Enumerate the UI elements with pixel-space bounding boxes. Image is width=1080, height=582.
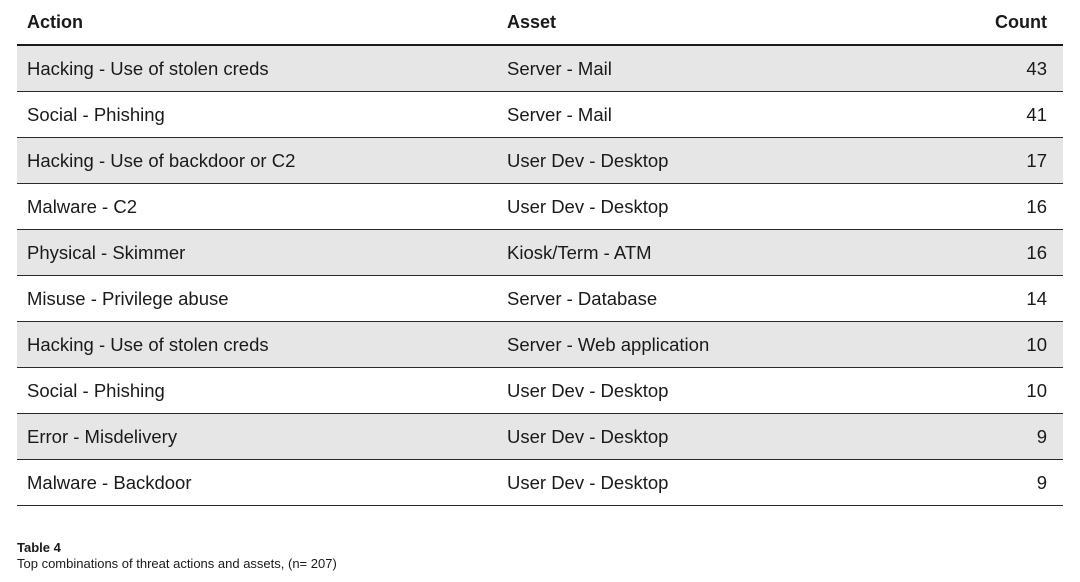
cell-asset: User Dev - Desktop (497, 459, 917, 506)
cell-asset: Server - Web application (497, 321, 917, 368)
cell-action: Misuse - Privilege abuse (17, 275, 497, 322)
cell-count: 17 (917, 137, 1063, 184)
header-row: Action Asset Count (17, 0, 1063, 46)
cell-action: Hacking - Use of backdoor or C2 (17, 137, 497, 184)
table-row: Hacking - Use of stolen creds Server - Ma… (17, 45, 1063, 92)
threat-table-container: Action Asset Count Hacking - Use of stol… (17, 0, 1063, 506)
cell-count: 16 (917, 183, 1063, 230)
cell-asset: Server - Mail (497, 45, 917, 92)
column-header-action: Action (17, 0, 497, 46)
table-row: Malware - C2 User Dev - Desktop 16 (17, 183, 1063, 230)
table-body: Hacking - Use of stolen creds Server - Ma… (17, 45, 1063, 506)
cell-asset: User Dev - Desktop (497, 183, 917, 230)
cell-count: 10 (917, 367, 1063, 414)
cell-action: Social - Phishing (17, 367, 497, 414)
cell-action: Hacking - Use of stolen creds (17, 45, 497, 92)
cell-asset: User Dev - Desktop (497, 137, 917, 184)
table-row: Malware - Backdoor User Dev - Desktop 9 (17, 459, 1063, 506)
cell-count: 14 (917, 275, 1063, 322)
cell-asset: Server - Mail (497, 91, 917, 138)
column-header-count: Count (917, 0, 1063, 46)
table-header: Action Asset Count (17, 0, 1063, 46)
cell-asset: User Dev - Desktop (497, 367, 917, 414)
cell-count: 41 (917, 91, 1063, 138)
table-row: Error - Misdelivery User Dev - Desktop 9 (17, 413, 1063, 460)
caption-text: Top combinations of threat actions and a… (17, 556, 337, 571)
cell-action: Physical - Skimmer (17, 229, 497, 276)
table-row: Hacking - Use of stolen creds Server - We… (17, 321, 1063, 368)
cell-asset: User Dev - Desktop (497, 413, 917, 460)
table-caption: Table 4 Top combinations of threat actio… (17, 540, 337, 572)
cell-action: Malware - C2 (17, 183, 497, 230)
column-header-asset: Asset (497, 0, 917, 46)
cell-asset: Kiosk/Term - ATM (497, 229, 917, 276)
threat-actions-assets-table: Action Asset Count Hacking - Use of stol… (17, 0, 1063, 506)
table-row: Social - Phishing User Dev - Desktop 10 (17, 367, 1063, 414)
table-row: Physical - Skimmer Kiosk/Term - ATM 16 (17, 229, 1063, 276)
table-row: Misuse - Privilege abuse Server - Databas… (17, 275, 1063, 322)
cell-count: 16 (917, 229, 1063, 276)
cell-count: 43 (917, 45, 1063, 92)
table-row: Social - Phishing Server - Mail 41 (17, 91, 1063, 138)
cell-count: 9 (917, 459, 1063, 506)
table-row: Hacking - Use of backdoor or C2 User Dev … (17, 137, 1063, 184)
cell-action: Malware - Backdoor (17, 459, 497, 506)
caption-title: Table 4 (17, 540, 61, 555)
cell-action: Social - Phishing (17, 91, 497, 138)
cell-action: Hacking - Use of stolen creds (17, 321, 497, 368)
cell-asset: Server - Database (497, 275, 917, 322)
cell-count: 9 (917, 413, 1063, 460)
cell-count: 10 (917, 321, 1063, 368)
cell-action: Error - Misdelivery (17, 413, 497, 460)
